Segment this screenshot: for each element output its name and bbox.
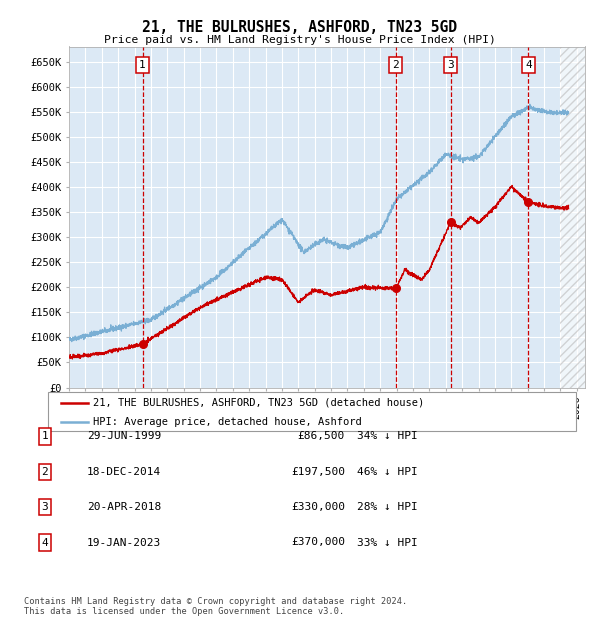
Text: This data is licensed under the Open Government Licence v3.0.: This data is licensed under the Open Gov… (24, 607, 344, 616)
Text: HPI: Average price, detached house, Ashford: HPI: Average price, detached house, Ashf… (93, 417, 362, 427)
Text: 28% ↓ HPI: 28% ↓ HPI (357, 502, 418, 512)
Text: 46% ↓ HPI: 46% ↓ HPI (357, 467, 418, 477)
Text: Contains HM Land Registry data © Crown copyright and database right 2024.: Contains HM Land Registry data © Crown c… (24, 597, 407, 606)
Text: £197,500: £197,500 (291, 467, 345, 477)
Text: 3: 3 (41, 502, 49, 512)
Text: 4: 4 (41, 538, 49, 547)
Text: 19-JAN-2023: 19-JAN-2023 (87, 538, 161, 547)
Text: 34% ↓ HPI: 34% ↓ HPI (357, 432, 418, 441)
Text: 21, THE BULRUSHES, ASHFORD, TN23 5GD (detached house): 21, THE BULRUSHES, ASHFORD, TN23 5GD (de… (93, 398, 424, 408)
Text: 21, THE BULRUSHES, ASHFORD, TN23 5GD: 21, THE BULRUSHES, ASHFORD, TN23 5GD (143, 20, 458, 35)
Text: Price paid vs. HM Land Registry's House Price Index (HPI): Price paid vs. HM Land Registry's House … (104, 35, 496, 45)
Text: £86,500: £86,500 (298, 432, 345, 441)
FancyBboxPatch shape (48, 392, 576, 431)
Text: 1: 1 (139, 60, 146, 70)
Text: 20-APR-2018: 20-APR-2018 (87, 502, 161, 512)
Text: £370,000: £370,000 (291, 538, 345, 547)
Text: 3: 3 (448, 60, 454, 70)
Text: 2: 2 (41, 467, 49, 477)
Text: 2: 2 (392, 60, 400, 70)
Text: 33% ↓ HPI: 33% ↓ HPI (357, 538, 418, 547)
Text: 4: 4 (525, 60, 532, 70)
Text: 29-JUN-1999: 29-JUN-1999 (87, 432, 161, 441)
Text: £330,000: £330,000 (291, 502, 345, 512)
Text: 18-DEC-2014: 18-DEC-2014 (87, 467, 161, 477)
Text: 1: 1 (41, 432, 49, 441)
